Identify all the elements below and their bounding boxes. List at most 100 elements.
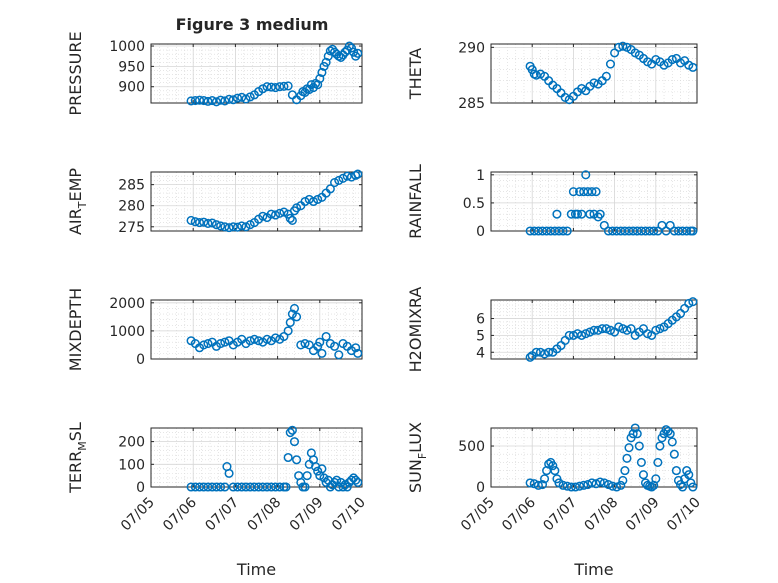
axes-box [150, 299, 363, 360]
y-axis-label: THETA [406, 48, 425, 100]
data-point [296, 340, 306, 350]
data-point [317, 348, 327, 358]
data-point [593, 325, 603, 335]
data-point [262, 482, 272, 492]
data-point [533, 480, 543, 490]
data-point [323, 51, 333, 61]
data-point [558, 480, 568, 490]
y-tick-label: 285 [458, 96, 485, 112]
x-tick-label: 07/07 [540, 495, 580, 535]
y-tick-label: 200 [118, 435, 145, 451]
y-tick-label: 6 [476, 312, 485, 328]
data-point [531, 347, 541, 357]
data-point [199, 340, 209, 350]
data-point [353, 348, 363, 358]
subplot-theta: 285 290 THETA [406, 40, 698, 112]
data-point [351, 475, 361, 485]
data-point [634, 441, 644, 451]
data-point [211, 220, 221, 230]
data-point [601, 324, 611, 334]
data-point [579, 480, 589, 490]
data-point [688, 297, 698, 307]
data-point [665, 429, 675, 439]
plot-area [150, 43, 363, 104]
data-point [190, 217, 200, 227]
data-point [281, 482, 291, 492]
data-point [564, 330, 574, 340]
y-tick-label: 500 [458, 439, 485, 455]
data-point [566, 209, 576, 219]
data-point [562, 226, 572, 236]
data-point [249, 334, 259, 344]
data-point [283, 326, 293, 336]
y-tick-label: 0.5 [463, 196, 485, 212]
data-point [591, 187, 601, 197]
x-tick-label: 07/09 [287, 495, 327, 535]
data-point [587, 187, 597, 197]
data-point [618, 475, 628, 485]
y-tick-label: 285 [118, 178, 145, 194]
data-point [262, 334, 272, 344]
data-point [283, 81, 293, 91]
axes-box [490, 43, 698, 104]
y-axis-label: PRESSURE [66, 31, 85, 115]
data-point [304, 85, 314, 95]
y-tick-label: 0 [476, 224, 485, 240]
axes-box [150, 427, 363, 488]
data-point [254, 482, 264, 492]
y-tick-label: 5 [476, 328, 485, 344]
y-tick-label: 280 [118, 199, 145, 215]
data-point [342, 482, 352, 492]
data-point [618, 41, 628, 51]
y-axis-label: TERRMSL [66, 422, 89, 494]
data-point [317, 67, 327, 78]
data-point [630, 423, 640, 433]
series-markers [186, 41, 363, 107]
data-point [649, 226, 659, 236]
y-axis-label: AIRTEMP [66, 168, 89, 235]
data-point [663, 426, 673, 436]
data-point [338, 482, 348, 492]
data-point [643, 329, 653, 339]
data-point [199, 217, 209, 227]
data-point [313, 80, 323, 90]
x-axis-label: Time [236, 560, 276, 579]
data-point [199, 482, 209, 492]
data-point [237, 221, 247, 231]
data-point [207, 482, 217, 492]
data-point [186, 96, 196, 106]
data-point [292, 455, 302, 465]
series-markers [525, 170, 698, 236]
data-point [595, 209, 605, 219]
data-point [292, 312, 302, 322]
data-point [568, 187, 578, 197]
y-tick-label: 1000 [109, 39, 145, 55]
data-point [199, 96, 209, 106]
data-point [315, 74, 325, 84]
data-point [232, 93, 243, 103]
axes-box [490, 299, 698, 360]
subplot-terr_msl: 0 100 200 07/05 07/06 07/07 07/08 07/09 07/10 TER… [66, 422, 369, 579]
data-point [220, 96, 230, 106]
data-point [605, 325, 616, 335]
data-point [667, 55, 677, 65]
data-point [258, 211, 268, 221]
x-tick-label: 07/07 [202, 495, 242, 535]
y-tick-label: 900 [118, 80, 145, 96]
data-point [340, 47, 350, 57]
data-point [285, 427, 295, 438]
data-point [270, 210, 281, 220]
data-point [258, 84, 268, 94]
data-point [622, 453, 632, 463]
data-point [216, 221, 226, 231]
series-markers [525, 41, 698, 105]
data-point [285, 317, 295, 328]
subplot-mixdepth: 0 1000 2000 MIXDEPTH [66, 288, 363, 371]
data-point [682, 226, 692, 236]
data-point [237, 92, 247, 102]
data-point [203, 96, 213, 106]
data-point [595, 477, 605, 487]
data-point [585, 209, 595, 219]
data-point [353, 477, 363, 488]
